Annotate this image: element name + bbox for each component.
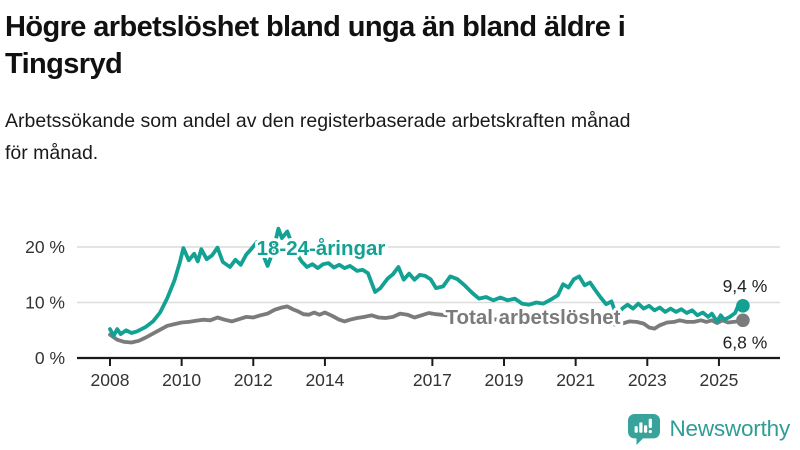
line-chart: 0 % 10 % 20 % 2008 2010 2012 2014 2017 2019 2021 2… [0, 208, 800, 408]
x-axis-tick-label: 2023 [628, 370, 667, 390]
header: Högre arbetslöshet bland unga än bland ä… [0, 0, 800, 169]
page-subtitle-line-1: Arbetssökande som andel av den registerb… [5, 110, 631, 133]
y-axis-tick-label: 0 % [35, 348, 65, 368]
x-axis-tick-label: 2021 [556, 370, 595, 390]
newsworthy-wordmark: Newsworthy [669, 416, 790, 441]
series-inline-label: 18-24-åringar [257, 237, 386, 260]
page-subtitle: Arbetssökande som andel av den registerb… [5, 106, 782, 169]
page-subtitle-line-2: för månad. [5, 141, 99, 164]
y-axis-tick-label: 20 % [25, 237, 65, 257]
page-title-line-1: Högre arbetslöshet bland unga än bland ä… [5, 11, 626, 43]
series-inline-label: Total arbetslöshet [445, 306, 620, 329]
bar-chart-glyph [635, 418, 653, 434]
page-title: Högre arbetslöshet bland unga än bland ä… [5, 9, 782, 82]
x-axis-tick-label: 2025 [699, 370, 738, 390]
series-line-Total arbetslöshet [108, 304, 745, 345]
x-axis-tick-label: 2010 [162, 370, 201, 390]
page-title-line-2: Tingsryd [5, 47, 123, 80]
x-axis-tick-label: 2014 [305, 370, 344, 390]
x-axis-tick-label: 2019 [485, 370, 524, 390]
footer-brand: Newsworthy [627, 413, 790, 445]
series-end-value-label: 6,8 % [723, 332, 768, 352]
series-line-18-24-åringar [108, 226, 745, 338]
x-axis-tick-label: 2012 [234, 370, 273, 390]
chart-canvas: 0 % 10 % 20 % 2008 2010 2012 2014 2017 2019 2021 2… [25, 226, 780, 390]
x-axis-tick-label: 2017 [413, 370, 452, 390]
newsworthy-icon [628, 413, 661, 445]
series-end-dot [736, 313, 750, 328]
series-end-dot [736, 299, 750, 313]
series-end-value-label: 9,4 % [723, 276, 768, 296]
y-axis-tick-label: 10 % [25, 293, 65, 313]
x-axis-tick-label: 2008 [91, 370, 130, 390]
